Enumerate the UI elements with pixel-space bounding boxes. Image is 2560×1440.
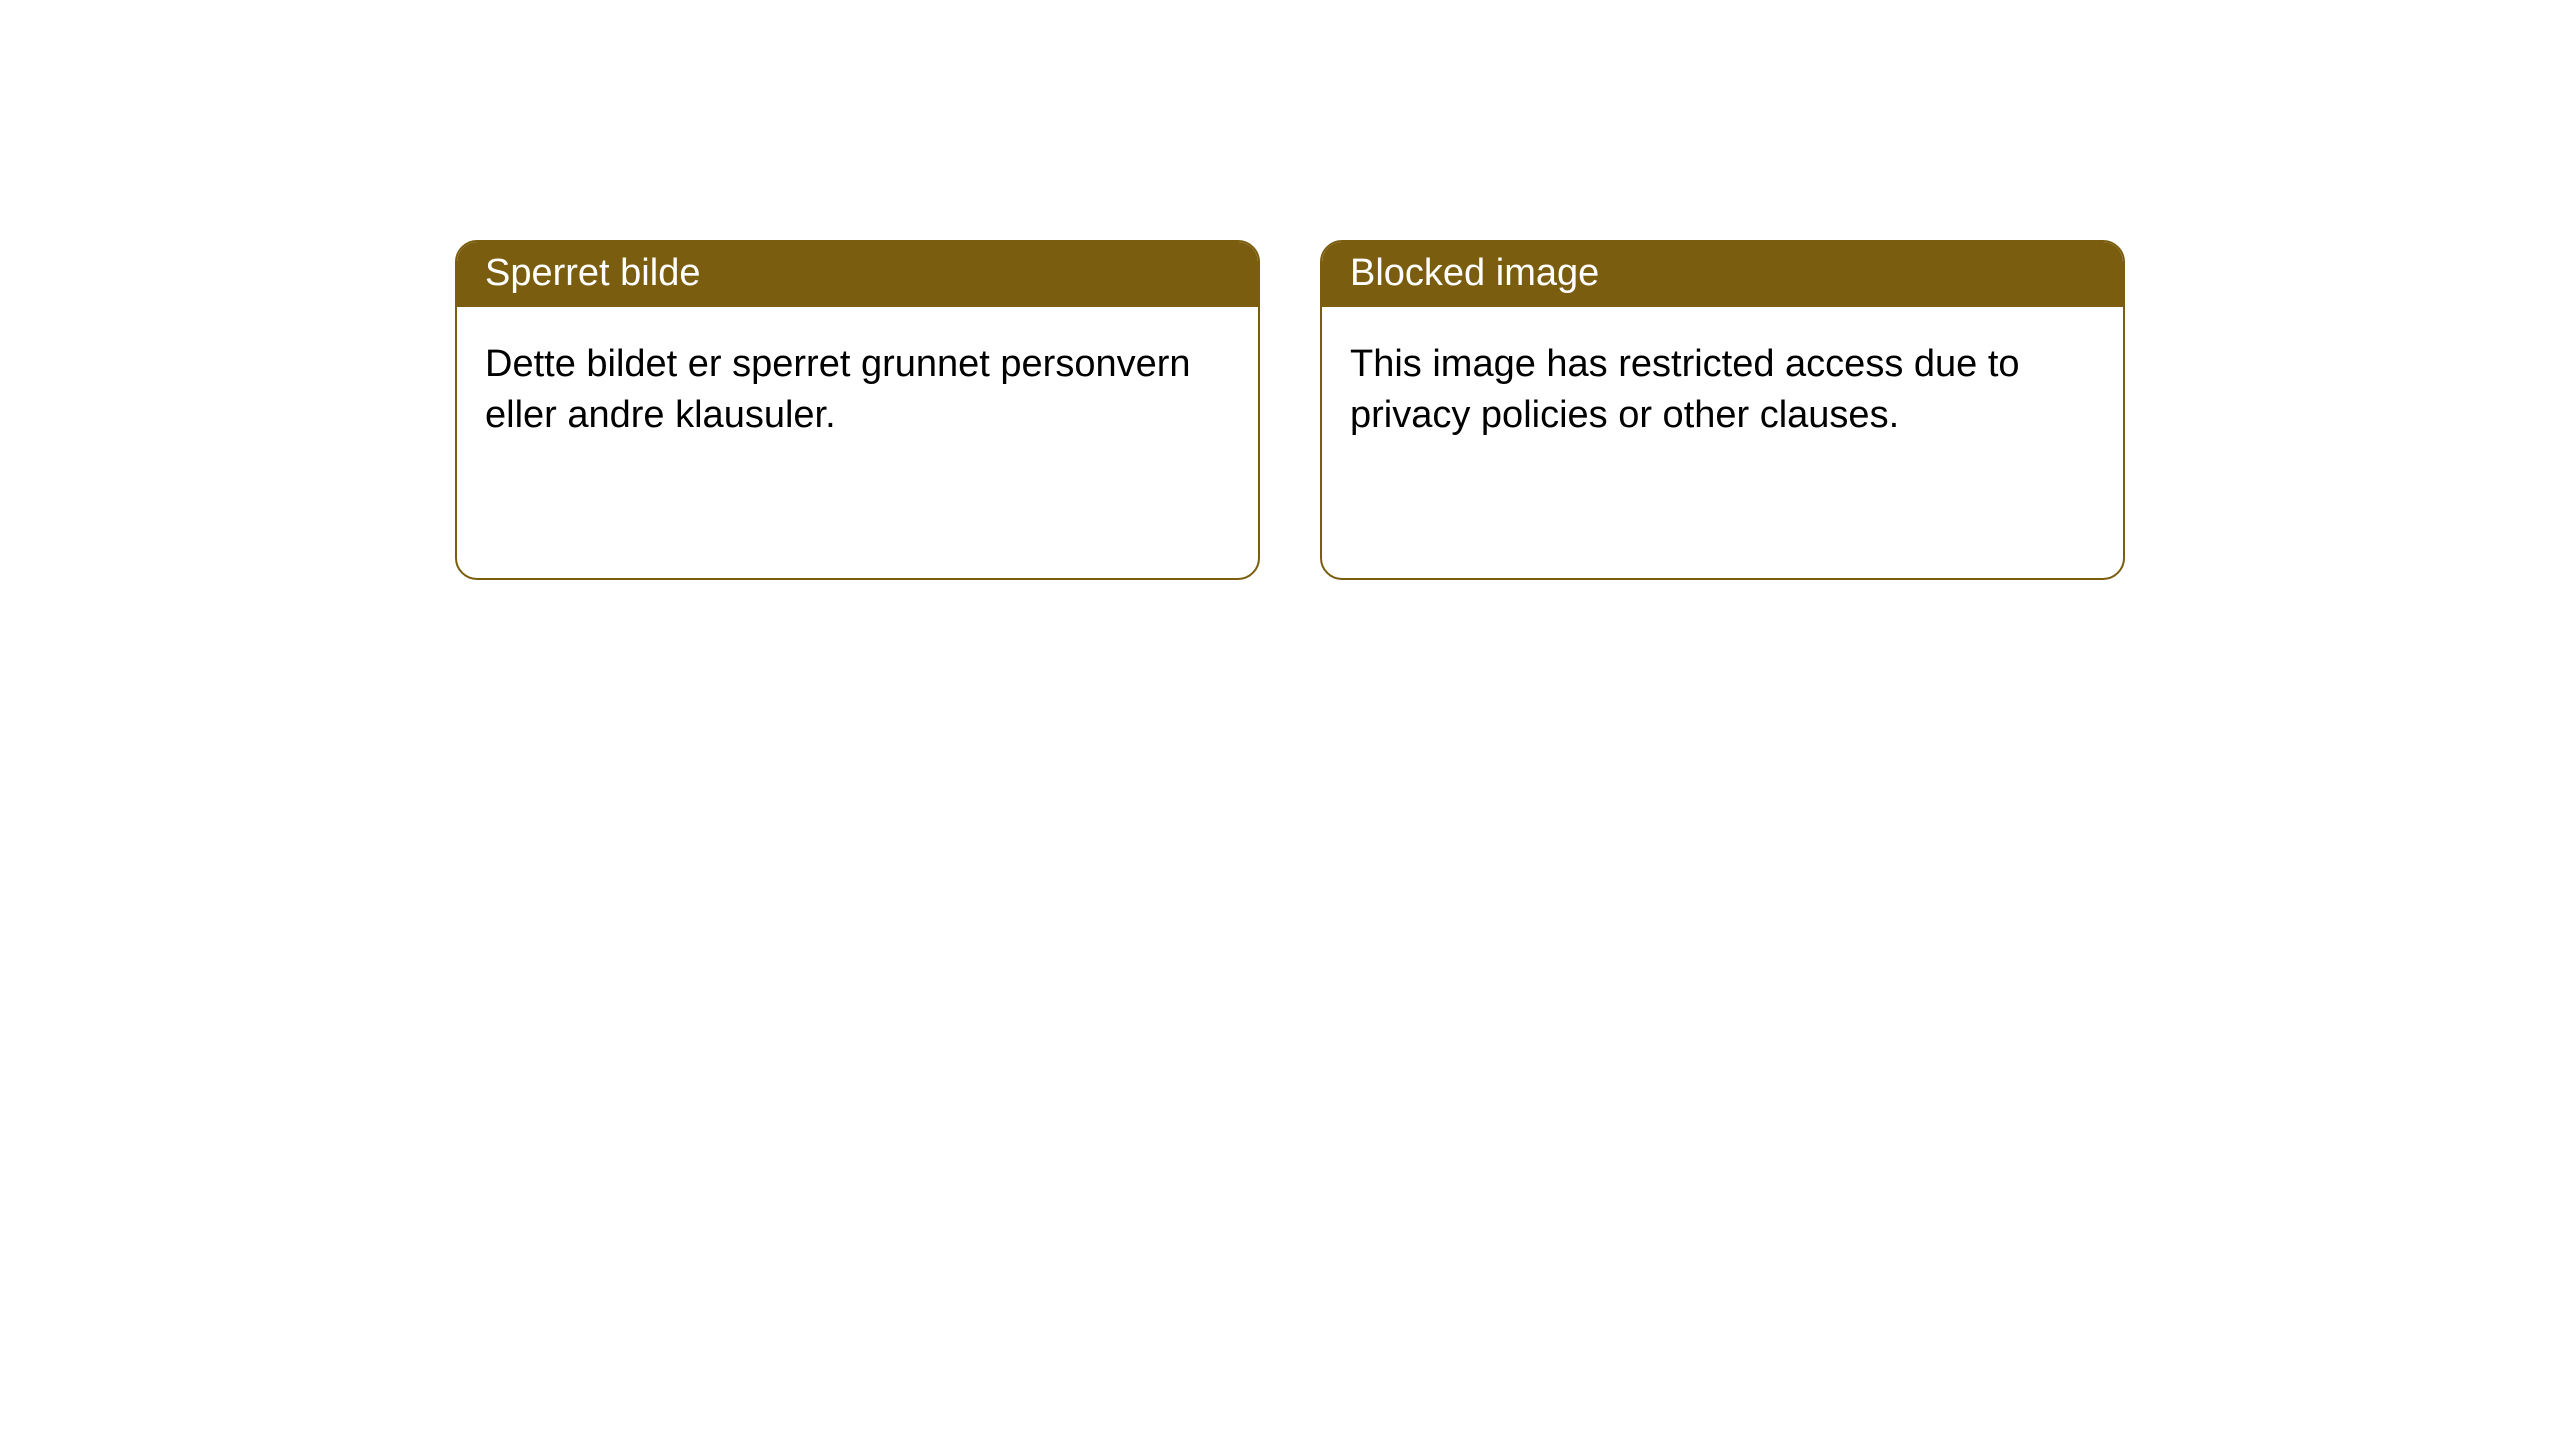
notice-card-english: Blocked image This image has restricted … [1320,240,2125,580]
card-body-text: This image has restricted access due to … [1350,343,2020,436]
card-body: This image has restricted access due to … [1322,307,2123,474]
card-body-text: Dette bildet er sperret grunnet personve… [485,343,1191,436]
card-body: Dette bildet er sperret grunnet personve… [457,307,1258,474]
card-header: Sperret bilde [457,242,1258,307]
notice-container: Sperret bilde Dette bildet er sperret gr… [0,0,2560,580]
card-title: Sperret bilde [485,252,700,294]
card-header: Blocked image [1322,242,2123,307]
card-title: Blocked image [1350,252,1599,294]
notice-card-norwegian: Sperret bilde Dette bildet er sperret gr… [455,240,1260,580]
